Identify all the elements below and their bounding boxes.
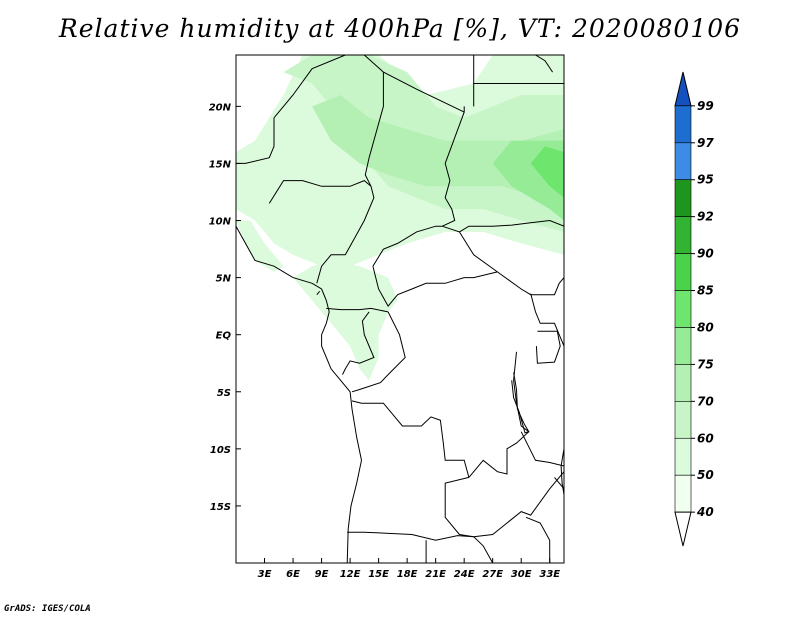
colorbar-bin — [674, 364, 692, 402]
border-zambia-mozambique — [473, 471, 564, 538]
colorbar-top-arrow — [674, 71, 692, 107]
border-chad-west — [364, 72, 384, 187]
colorbar-label: 70 — [697, 394, 714, 408]
border-uganda-kenya — [530, 293, 564, 347]
colorbar-label: 92 — [697, 210, 714, 224]
border-tanzania-mozambique — [520, 431, 564, 467]
footer-credit: GrADS: IGES/COLA — [4, 604, 91, 614]
colorbar-label: 99 — [697, 99, 714, 113]
border-zambia-angola — [444, 476, 474, 538]
y-tick-label: EQ — [216, 331, 232, 342]
border-gabon-congo — [342, 311, 375, 375]
x-tick-label: 24E — [454, 569, 475, 580]
country-borders — [236, 55, 564, 563]
colorbar-label: 60 — [697, 431, 714, 445]
y-axis-ticks: 20N 15N 10N 5N EQ 5S 10S 15S — [209, 102, 241, 513]
border-cameroon-south — [326, 307, 389, 313]
colorbar-bin — [674, 142, 692, 181]
x-tick-label: 33E — [539, 569, 560, 580]
colorbar-bin — [674, 327, 692, 365]
border-lake-malawi — [560, 448, 564, 495]
border-namibia-angola — [347, 531, 474, 541]
colorbar-bin — [674, 290, 692, 328]
border-sudan-ssudan — [459, 219, 564, 233]
border-lake-tanganyika — [511, 372, 530, 434]
y-tick-label: 15N — [209, 159, 232, 170]
border-niger-south — [268, 180, 372, 204]
colorbar-bin — [674, 474, 692, 513]
humidity-region-west-coast — [236, 220, 284, 272]
y-tick-label: 5S — [217, 388, 231, 399]
colorbar-label: 75 — [697, 357, 714, 371]
x-tick-label: 27E — [482, 569, 503, 580]
y-tick-label: 15S — [210, 502, 231, 513]
border-chad-east — [442, 106, 465, 227]
x-tick-label: 3E — [258, 569, 272, 580]
border-algeria-niger — [273, 55, 346, 119]
border-red-sea-coast — [535, 55, 554, 73]
colorbar-bottom-arrow — [674, 511, 692, 547]
border-congo-drc — [351, 311, 406, 393]
colorbar-bin — [674, 437, 692, 476]
colorbar-label: 90 — [697, 247, 714, 261]
y-tick-label: 10N — [209, 217, 232, 228]
border-mali-niger — [236, 117, 275, 164]
x-tick-label: 15E — [368, 569, 389, 580]
y-tick-label: 10S — [210, 445, 231, 456]
colorbar-label: 95 — [697, 173, 714, 187]
border-car-south — [372, 266, 498, 307]
humidity-regions — [236, 55, 564, 381]
border-libya-chad — [363, 55, 465, 113]
x-axis-ticks: 3E 6E 9E 12E 15E 18E 21E 24E 27E 30E 33E — [258, 558, 560, 580]
colorbar-bin — [674, 105, 692, 144]
border-botswana-zambia — [473, 536, 494, 563]
colorbar-bin — [674, 179, 692, 217]
colorbar-label: 97 — [697, 136, 714, 150]
y-tick-label: 5N — [216, 274, 232, 285]
humidity-region-east-max — [530, 146, 564, 198]
colorbar-label: 50 — [697, 468, 714, 482]
colorbar-bin — [674, 253, 692, 291]
colorbar-label: 40 — [696, 505, 714, 519]
border-ssudan-east — [497, 271, 564, 296]
border-drc-east — [468, 351, 530, 478]
border-drc-angola — [351, 400, 470, 478]
border-zimbabwe-north — [525, 516, 551, 563]
colorbar: 99 97 95 92 90 85 80 75 70 60 50 40 — [674, 71, 714, 547]
colorbar-label: 85 — [697, 284, 714, 298]
x-tick-label: 9E — [315, 569, 329, 580]
x-tick-label: 12E — [340, 569, 361, 580]
x-tick-label: 6E — [286, 569, 300, 580]
border-guinea-islands — [316, 290, 321, 296]
x-tick-label: 30E — [511, 569, 532, 580]
map-title: Relative humidity at 400hPa [%], VT: 202… — [58, 14, 742, 43]
border-mozambique-inner — [554, 477, 564, 490]
humidity-region-central-patch — [293, 260, 398, 381]
x-tick-label: 21E — [425, 569, 446, 580]
colorbar-label: 80 — [697, 320, 714, 334]
border-car-north — [372, 225, 498, 273]
border-lake-victoria — [535, 330, 561, 364]
y-tick-label: 20N — [209, 102, 232, 113]
border-nigeria-cameroon — [316, 186, 375, 284]
colorbar-bin — [674, 216, 692, 254]
map-frame — [235, 54, 565, 564]
border-coast-gulf-of-guinea — [236, 225, 363, 563]
humidity-region-north-core — [312, 95, 564, 210]
colorbar-bin — [674, 401, 692, 439]
x-tick-label: 18E — [397, 569, 418, 580]
